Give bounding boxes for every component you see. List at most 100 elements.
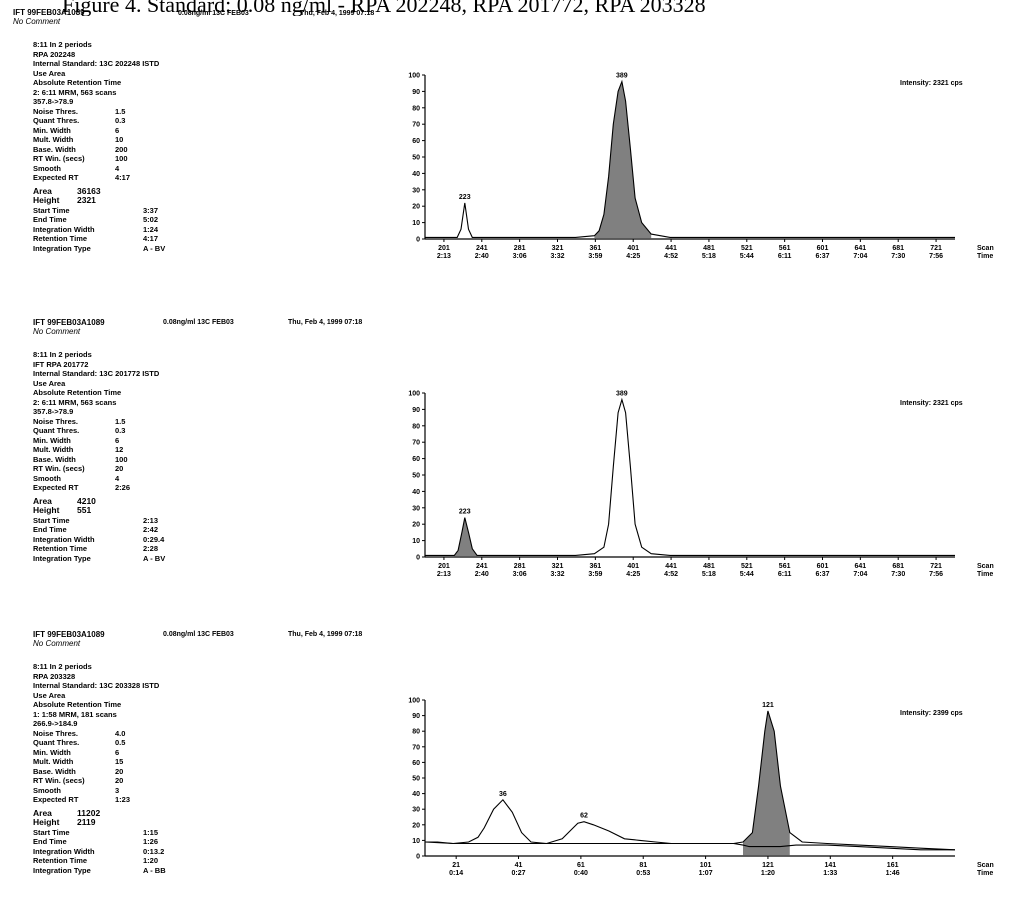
y-tick-label: 40 bbox=[412, 791, 420, 798]
time-key: End Time bbox=[33, 837, 67, 846]
y-tick-label: 10 bbox=[412, 538, 420, 545]
x-scan-label: 101 bbox=[700, 862, 712, 869]
param-row: RT Win. (secs) 100 bbox=[33, 154, 165, 164]
param-periods: 8:11 In 2 periods bbox=[33, 662, 92, 671]
y-tick-label: 90 bbox=[412, 407, 420, 414]
time-key: Start Time bbox=[33, 827, 70, 837]
y-tick-label: 10 bbox=[412, 220, 420, 227]
time-key: End Time bbox=[33, 525, 67, 534]
param-value: 0.5 bbox=[115, 738, 126, 747]
param-row: Expected RT 1:23 bbox=[33, 795, 166, 805]
param-key: Quant Thres. bbox=[33, 738, 80, 747]
x-scan-label: 721 bbox=[930, 563, 942, 570]
param-key: Smooth bbox=[33, 473, 61, 483]
time-value: 1:24 bbox=[143, 224, 159, 234]
height-row: Height 2119 bbox=[33, 817, 166, 828]
height-value: 551 bbox=[77, 505, 92, 515]
x-time-label: 7:04 bbox=[853, 571, 867, 578]
x-scan-label: 361 bbox=[590, 245, 602, 252]
time-key: End Time bbox=[33, 215, 67, 224]
x-scan-label: 281 bbox=[514, 245, 526, 252]
param-row: Mult. Width 15 bbox=[33, 757, 166, 767]
area-value: 4210 bbox=[77, 495, 96, 506]
time-row: Start Time 2:13 bbox=[33, 516, 165, 526]
param-row: Min. Width 6 bbox=[33, 436, 165, 446]
y-tick-label: 20 bbox=[412, 822, 420, 829]
param-key: Expected RT bbox=[33, 795, 79, 804]
x-time-label: 2:13 bbox=[437, 571, 451, 578]
x-time-label: 1:46 bbox=[886, 870, 900, 877]
param-row: Expected RT 4:17 bbox=[33, 173, 165, 183]
param-key: Base. Width bbox=[33, 454, 76, 464]
y-tick-label: 90 bbox=[412, 713, 420, 720]
param-key: Expected RT bbox=[33, 483, 79, 492]
time-row: Start Time 3:37 bbox=[33, 206, 165, 216]
x-time-label: 1:20 bbox=[761, 870, 775, 877]
x-time-label: 1:33 bbox=[823, 870, 837, 877]
x-time-label: 1:07 bbox=[699, 870, 713, 877]
concentration: 0.08ng/ml 13C FEB03 bbox=[163, 319, 234, 326]
x-time-label: 2:13 bbox=[437, 253, 451, 260]
panel-header: IFT 99FEB03A1089 No Comment 0.08ng/ml 13C … bbox=[0, 318, 1011, 338]
x-scan-label: 321 bbox=[552, 245, 564, 252]
x-axis-title-time: Time bbox=[977, 253, 993, 260]
time-value: A - BV bbox=[143, 553, 166, 563]
param-mrm: 1: 1:58 MRM, 181 scans bbox=[33, 709, 117, 719]
time-value: A - BB bbox=[143, 865, 166, 875]
chromatogram-svg: 1009080706050403020100210:14410:27610:40… bbox=[408, 698, 993, 878]
x-axis-title-scan: Scan bbox=[977, 563, 994, 570]
x-time-label: 4:25 bbox=[626, 571, 640, 578]
panel-header: IFT 99FEB03A1089 No Comment 0.08ng/ml 13C … bbox=[0, 630, 1011, 650]
y-tick-label: 0 bbox=[416, 237, 420, 244]
x-time-label: 6:37 bbox=[815, 253, 829, 260]
time-value: A - BV bbox=[143, 243, 166, 253]
y-tick-label: 50 bbox=[412, 776, 420, 783]
x-scan-label: 481 bbox=[703, 245, 715, 252]
time-value: 2:42 bbox=[143, 525, 159, 534]
x-scan-label: 521 bbox=[741, 245, 753, 252]
y-tick-label: 10 bbox=[412, 838, 420, 845]
time-value: 2:13 bbox=[143, 515, 159, 525]
height-value: 2321 bbox=[77, 195, 96, 205]
x-scan-label: 521 bbox=[741, 563, 753, 570]
x-time-label: 3:59 bbox=[588, 253, 602, 260]
quant-params: 8:11 In 2 periods RPA 202248 Internal Stan… bbox=[33, 40, 165, 253]
x-scan-label: 321 bbox=[552, 563, 564, 570]
x-scan-label: 241 bbox=[476, 563, 488, 570]
param-mass: 357.8->78.9 bbox=[33, 97, 74, 106]
param-key: RT Win. (secs) bbox=[33, 776, 85, 785]
x-scan-label: 681 bbox=[892, 563, 904, 570]
param-row: Min. Width 6 bbox=[33, 748, 166, 758]
x-time-label: 7:56 bbox=[929, 253, 943, 260]
param-row: Noise Thres. 1.5 bbox=[33, 417, 165, 427]
param-value: 4.0 bbox=[115, 728, 126, 738]
x-axis-title-scan: Scan bbox=[977, 245, 994, 252]
param-value: 4:17 bbox=[115, 173, 131, 182]
param-key: Smooth bbox=[33, 785, 61, 795]
time-row: Integration Width 0:29.4 bbox=[33, 535, 165, 545]
param-key: Min. Width bbox=[33, 747, 71, 757]
x-time-label: 5:44 bbox=[740, 571, 754, 578]
param-row: Noise Thres. 4.0 bbox=[33, 729, 166, 739]
peak-label: 389 bbox=[616, 73, 628, 80]
trace-line-1 bbox=[425, 79, 955, 238]
height-value: 2119 bbox=[77, 817, 96, 827]
x-time-label: 5:18 bbox=[702, 253, 716, 260]
x-time-label: 7:56 bbox=[929, 571, 943, 578]
param-key: Quant Thres. bbox=[33, 426, 80, 435]
x-time-label: 0:53 bbox=[636, 870, 650, 877]
param-value: 0.3 bbox=[115, 116, 126, 125]
height-row: Height 551 bbox=[33, 505, 165, 516]
time-value: 4:17 bbox=[143, 234, 159, 243]
area-value: 36163 bbox=[77, 185, 101, 196]
param-mrm: 2: 6:11 MRM, 563 scans bbox=[33, 397, 117, 407]
param-key: Mult. Width bbox=[33, 757, 74, 766]
param-row: Quant Thres. 0.5 bbox=[33, 738, 166, 748]
x-scan-label: 721 bbox=[930, 245, 942, 252]
integrated-area bbox=[594, 81, 652, 239]
x-scan-label: 561 bbox=[779, 245, 791, 252]
time-value: 3:37 bbox=[143, 205, 159, 215]
y-tick-label: 100 bbox=[408, 391, 420, 398]
time-row: Retention Time 1:20 bbox=[33, 856, 166, 866]
param-value: 10 bbox=[115, 135, 124, 144]
